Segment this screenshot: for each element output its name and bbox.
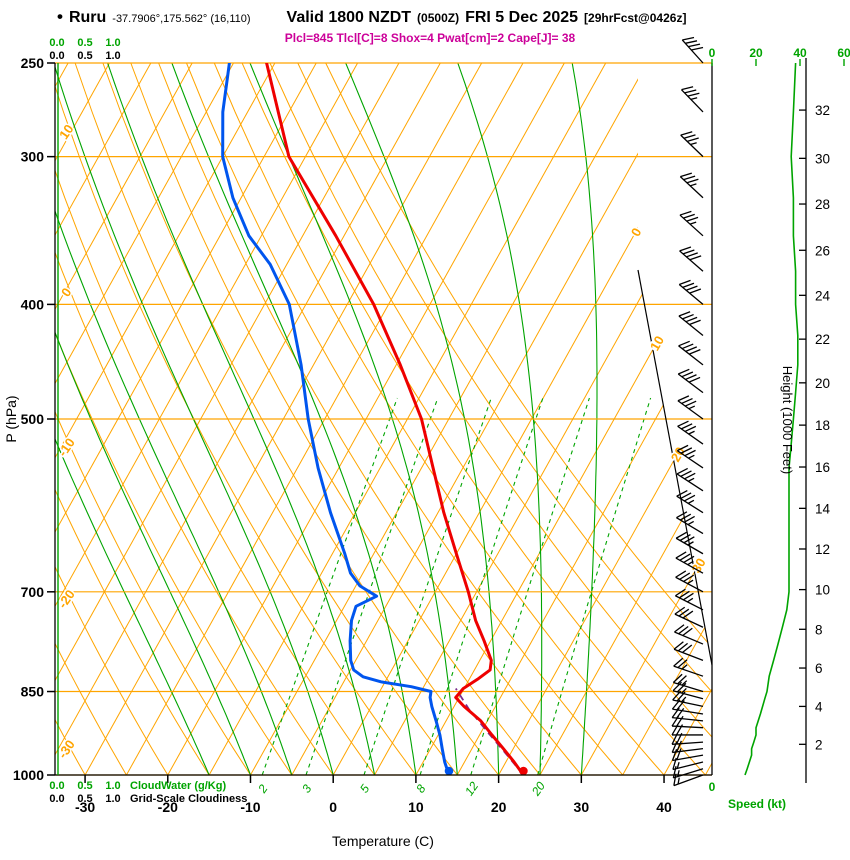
dewpoint-surface-dot [444,766,454,776]
valid-time: Valid 1800 NZDT [286,9,412,26]
svg-text:Grid-Scale Cloudiness: Grid-Scale Cloudiness [130,793,247,805]
svg-text:26: 26 [815,243,830,258]
wind-speed-curve [744,62,799,776]
svg-text:0: 0 [709,46,716,60]
svg-text:0.5: 0.5 [77,50,92,62]
svg-text:16: 16 [815,460,830,475]
svg-text:0: 0 [709,780,716,794]
svg-text:20: 20 [491,799,507,815]
svg-text:10: 10 [408,799,424,815]
svg-text:1000: 1000 [13,767,44,783]
sounding-profiles [221,63,525,775]
svg-text:2: 2 [815,737,823,752]
svg-text:24: 24 [815,288,831,303]
dewpoint-curve [221,63,451,775]
svg-text:0.5: 0.5 [77,37,92,49]
svg-text:0: 0 [329,799,337,815]
svg-text:30: 30 [815,151,830,166]
svg-text:18: 18 [815,418,830,433]
svg-text:300: 300 [21,149,45,165]
svg-text:400: 400 [21,296,45,312]
svg-text:CloudWater (g/Kg): CloudWater (g/Kg) [130,780,226,792]
svg-text:500: 500 [21,411,45,427]
forecast-lead-info: [29hrFcst@0426z] [584,11,687,25]
svg-text:20: 20 [815,376,830,391]
svg-text:0.0: 0.0 [49,793,64,805]
svg-text:1.0: 1.0 [105,37,120,49]
svg-text:0: 0 [628,225,645,239]
svg-text:20: 20 [749,46,763,60]
svg-text:0.5: 0.5 [77,793,92,805]
svg-text:0.0: 0.0 [49,780,64,792]
svg-text:-20: -20 [158,799,178,815]
svg-text:8: 8 [815,622,823,637]
wind-barbs [671,36,704,787]
svg-text:0.5: 0.5 [77,780,92,792]
svg-text:250: 250 [21,55,45,71]
valid-zulu-time: (0500Z) [417,11,460,25]
svg-text:1.0: 1.0 [105,780,120,792]
station-coords: -37.7906°,175.562° (16,110) [112,13,251,25]
sounding-parameters: Plcl=845 Tlcl[C]=8 Shox=4 Pwat[cm]=2 Cap… [284,31,576,45]
svg-text:0: 0 [58,285,74,300]
svg-text:-30: -30 [75,799,95,815]
svg-text:5: 5 [357,782,372,796]
svg-text:12: 12 [815,542,830,557]
svg-text:40: 40 [656,799,672,815]
svg-text:1.0: 1.0 [105,793,120,805]
svg-text:700: 700 [21,584,45,600]
svg-text:20: 20 [528,779,548,799]
svg-text:28: 28 [815,197,830,212]
svg-text:10: 10 [815,583,830,598]
svg-text:Temperature (C): Temperature (C) [332,833,434,849]
temperature-surface-dot [519,766,528,776]
station-bullet-icon: • [57,7,63,26]
svg-text:0.0: 0.0 [49,37,64,49]
svg-text:30: 30 [574,799,590,815]
svg-text:Height (1000 Feet): Height (1000 Feet) [780,366,795,474]
svg-text:14: 14 [815,501,831,516]
title-bar: • Ruru -37.7906°,175.562° (16,110) Valid… [57,7,686,27]
svg-text:0.0: 0.0 [49,50,64,62]
svg-text:22: 22 [815,332,830,347]
station-name: Ruru [68,9,107,26]
svg-text:2: 2 [255,782,271,797]
svg-text:6: 6 [815,661,823,676]
svg-text:P (hPa): P (hPa) [3,395,19,442]
svg-text:4: 4 [815,699,823,714]
valid-date: FRI 5 Dec 2025 [465,9,579,26]
svg-text:32: 32 [815,103,830,118]
temperature-curve [265,63,525,775]
svg-text:850: 850 [21,684,45,700]
svg-text:12: 12 [462,779,481,798]
svg-text:Speed (kt): Speed (kt) [728,797,786,811]
plot-boundary-diagonal [637,269,713,666]
svg-text:60: 60 [837,46,850,60]
speed-scale: 0 20 40 60 0 Speed (kt) [709,46,850,811]
svg-text:8: 8 [413,782,428,796]
svg-text:40: 40 [793,46,807,60]
svg-text:3: 3 [299,782,314,796]
cloud-scales: 0.00.00.00.00.50.50.50.51.01.01.01.0Clou… [49,37,247,805]
svg-text:1.0: 1.0 [105,50,120,62]
svg-text:-10: -10 [240,799,260,815]
